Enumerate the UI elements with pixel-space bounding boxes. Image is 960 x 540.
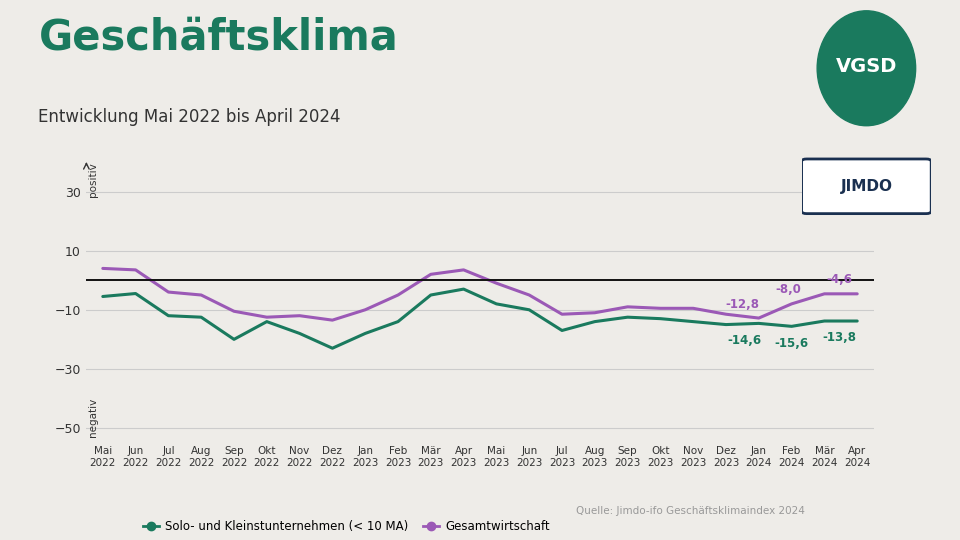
Text: -8,0: -8,0 [776,284,802,296]
Text: JIMDO: JIMDO [840,179,893,194]
Text: -4,6: -4,6 [827,273,852,286]
Circle shape [817,11,916,126]
Text: -15,6: -15,6 [775,336,808,350]
Text: Geschäftsklima: Geschäftsklima [38,16,398,58]
Legend: Solo- und Kleinstunternehmen (< 10 MA), Gesamtwirtschaft: Solo- und Kleinstunternehmen (< 10 MA), … [138,516,554,538]
FancyBboxPatch shape [802,159,931,214]
Text: -12,8: -12,8 [726,298,759,310]
Text: -14,6: -14,6 [727,334,761,347]
Text: Entwicklung Mai 2022 bis April 2024: Entwicklung Mai 2022 bis April 2024 [38,108,341,126]
Text: -13,8: -13,8 [822,332,856,345]
Text: negativ: negativ [88,398,98,437]
Text: positiv: positiv [88,162,98,197]
Text: VGSD: VGSD [836,57,897,76]
Text: Quelle: Jimdo-ifo Geschäftsklimaindex 2024: Quelle: Jimdo-ifo Geschäftsklimaindex 20… [576,505,804,516]
